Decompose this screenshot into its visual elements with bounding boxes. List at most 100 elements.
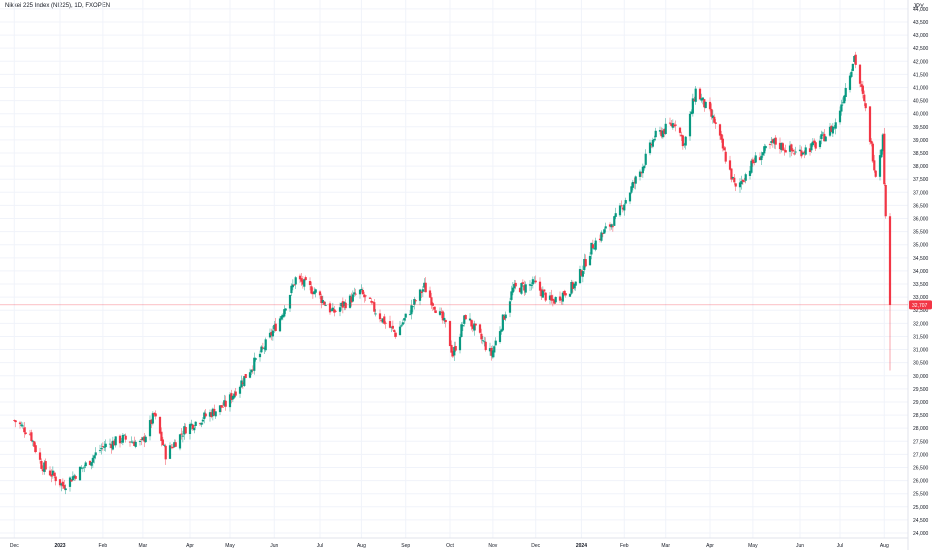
candle-body xyxy=(51,470,54,476)
candle-body xyxy=(480,333,483,340)
candle-body xyxy=(788,145,792,152)
candle-body xyxy=(843,95,846,104)
candle-body xyxy=(880,149,883,158)
candle-body xyxy=(888,216,892,305)
candle-body xyxy=(863,94,866,102)
candle-body xyxy=(828,126,832,136)
candle-body xyxy=(463,315,466,324)
candle-body xyxy=(794,151,797,153)
candle-body xyxy=(711,115,714,119)
candle-body xyxy=(268,332,272,338)
x-tick-label: May xyxy=(225,543,235,549)
x-tick-label: Sep xyxy=(401,543,410,549)
candle-body xyxy=(344,302,347,309)
currency-label: JPY xyxy=(912,4,924,10)
candle-body xyxy=(633,182,636,184)
candle-body xyxy=(354,293,357,295)
candle-body xyxy=(551,298,554,301)
candle-body xyxy=(553,300,556,304)
candle-body xyxy=(114,436,117,446)
x-tick-label: Nov xyxy=(488,543,497,549)
candle-body xyxy=(600,232,603,241)
candle-body xyxy=(241,382,244,384)
candle-body xyxy=(808,148,812,152)
candle-body xyxy=(470,319,473,327)
candle-body xyxy=(490,347,493,356)
candle-body xyxy=(841,102,844,104)
y-tick-label: 25,500 xyxy=(913,492,929,498)
candle-body xyxy=(33,441,36,447)
candle-body xyxy=(161,439,164,446)
candle-body xyxy=(664,123,667,135)
candle-body xyxy=(23,427,26,433)
candle-body xyxy=(198,423,202,425)
candle-body xyxy=(338,307,342,312)
candle-body xyxy=(598,238,602,240)
y-tick-label: 39,500 xyxy=(913,125,929,131)
candle-body xyxy=(394,332,397,337)
candle-body xyxy=(734,183,737,187)
candle-body xyxy=(534,280,537,283)
candle-body xyxy=(408,314,412,316)
candle-body xyxy=(20,424,23,426)
candle-body xyxy=(421,289,424,292)
x-tick-label: Jun xyxy=(796,543,804,549)
candle-body xyxy=(661,130,664,138)
candle-body xyxy=(774,137,777,145)
candle-body xyxy=(818,140,822,148)
candle-body xyxy=(451,351,454,357)
candle-body xyxy=(868,106,872,142)
candle-body xyxy=(858,64,862,84)
x-tick-label: Mar xyxy=(661,543,670,549)
candle-body xyxy=(861,85,864,94)
candle-body xyxy=(174,442,177,447)
x-tick-label: Jun xyxy=(270,543,278,549)
candle-body xyxy=(588,255,592,266)
candle-body xyxy=(223,400,226,406)
candle-body xyxy=(713,116,716,123)
candle-body xyxy=(501,314,504,331)
y-tick-label: 24,500 xyxy=(913,518,929,524)
candle-body xyxy=(130,441,133,443)
candle-body xyxy=(803,151,806,153)
x-tick-label: Oct xyxy=(446,543,454,549)
x-tick-label: Apr xyxy=(186,543,194,549)
candle-body xyxy=(510,291,513,300)
candle-body xyxy=(628,192,632,202)
candle-body xyxy=(550,295,553,301)
candle-body xyxy=(548,295,552,300)
candle-body xyxy=(420,291,423,294)
y-tick-label: 28,000 xyxy=(913,426,929,432)
candle-body xyxy=(531,279,534,285)
candle-body xyxy=(870,140,873,144)
candle-body xyxy=(754,155,757,163)
candle-body xyxy=(308,281,312,286)
candle-body xyxy=(780,142,783,151)
candle-body xyxy=(274,323,277,331)
candle-body xyxy=(721,138,724,149)
candle-body xyxy=(363,294,366,298)
candle-body xyxy=(218,405,222,413)
candle-body xyxy=(350,296,353,303)
candle-body xyxy=(504,314,507,319)
x-tick-label: 2023 xyxy=(54,543,65,549)
y-tick-label: 43,000 xyxy=(913,33,929,39)
candle-body xyxy=(230,393,233,400)
candle-body xyxy=(298,275,302,280)
candle-body xyxy=(423,282,426,288)
candle-body xyxy=(144,436,147,443)
candle-body xyxy=(143,436,146,442)
candle-body xyxy=(370,300,373,303)
candle-body xyxy=(574,281,577,286)
candle-body xyxy=(528,284,532,286)
candle-body xyxy=(81,467,84,469)
candle-body xyxy=(413,299,416,305)
candle-body xyxy=(368,297,372,299)
candle-body xyxy=(148,420,152,437)
candle-body xyxy=(178,434,182,449)
y-tick-label: 43,500 xyxy=(913,20,929,26)
candle-body xyxy=(650,144,653,146)
candle-body xyxy=(358,289,362,295)
